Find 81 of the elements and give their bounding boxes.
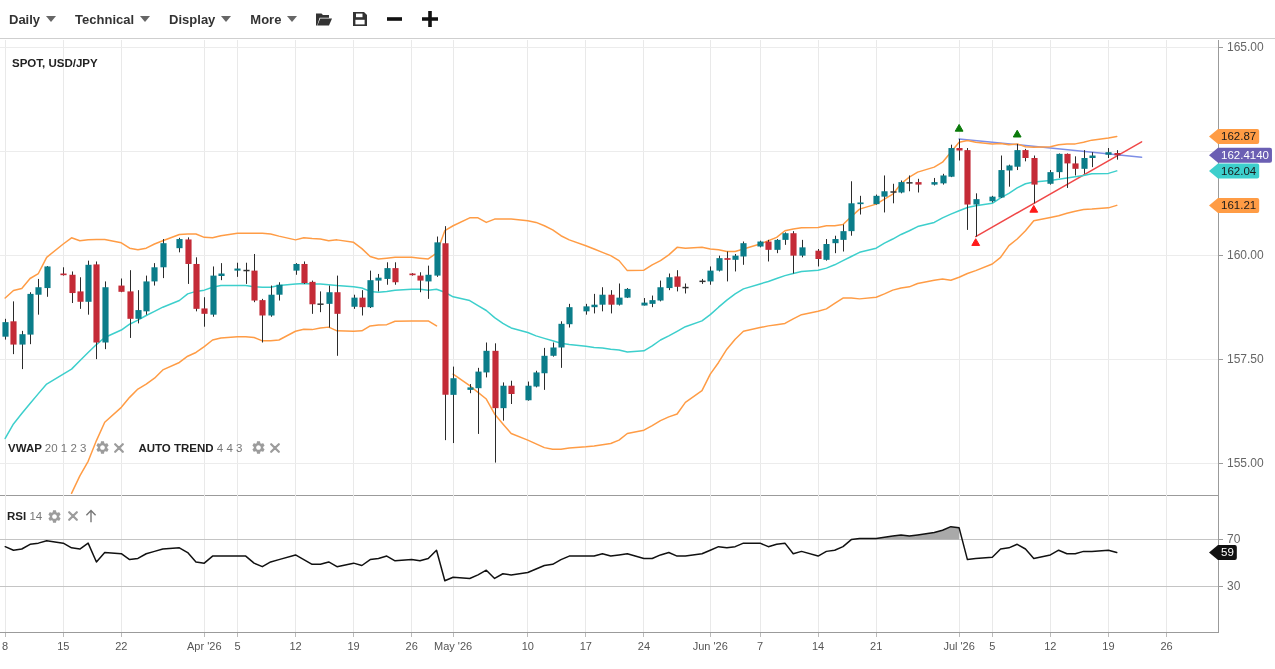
candlestick [500, 381, 507, 422]
text: More [250, 11, 282, 27]
candlestick [616, 283, 623, 307]
candlestick [326, 285, 333, 329]
point [1012, 129, 1022, 138]
candlestick [268, 285, 275, 318]
candlestick [707, 265, 714, 286]
text: SPOT, USD/JPY [12, 57, 98, 69]
x-tick-label: 15 [57, 639, 70, 652]
text: 162.04 [1221, 164, 1257, 177]
x-tick-label: 8 [2, 639, 9, 652]
annotation: VWAP 20 1 2 3 [8, 441, 87, 454]
candlestick [317, 290, 324, 313]
candlestick [151, 262, 158, 287]
x-tick-label: 22 [115, 639, 128, 652]
y-tick-label: 155.00 [1227, 455, 1265, 470]
x-tick-label: 19 [1102, 639, 1115, 652]
y-tick-label: 30 [1227, 579, 1241, 593]
candlestick [1072, 155, 1079, 176]
point [954, 123, 964, 132]
x-tick-label: Jul '26 [943, 639, 975, 652]
y-tick-label: 157.50 [1227, 351, 1265, 366]
y-tick-label: 165.00 [1227, 40, 1265, 55]
candlestick [740, 241, 747, 266]
candlestick [10, 300, 17, 355]
text: RSI 14 [7, 510, 43, 522]
candlestick [890, 183, 897, 204]
candlestick [392, 261, 399, 286]
text: 162.87 [1221, 130, 1257, 143]
candlestick [674, 269, 681, 292]
candlestick [44, 265, 51, 298]
x-tick-label: 21 [870, 639, 883, 652]
candlestick [450, 366, 457, 444]
candlestick [417, 271, 424, 293]
candlestick [1056, 152, 1063, 179]
x-tick-label: 12 [1044, 639, 1057, 652]
x-tick-label: 19 [347, 639, 360, 652]
x-tick-label: 26 [1160, 639, 1173, 652]
x-tick-label: 14 [811, 639, 825, 652]
candlestick [1081, 149, 1088, 175]
x-tick-label: 5 [989, 639, 996, 652]
candlestick [384, 261, 391, 286]
text: Display [169, 11, 216, 27]
candlestick [558, 320, 565, 369]
x-tick-label: 24 [637, 639, 651, 652]
annotation: AUTO TREND 4 4 3 [138, 441, 243, 454]
text: 59 [1221, 546, 1234, 559]
x-tick-label: 26 [405, 639, 418, 652]
candlestick [1064, 152, 1071, 189]
candlestick [790, 230, 797, 275]
x-tick-label: May '26 [434, 639, 473, 652]
candlestick [276, 281, 283, 302]
x-tick-label: 17 [579, 639, 592, 652]
point [1029, 204, 1039, 213]
candlestick [599, 286, 606, 312]
candlestick [425, 265, 432, 300]
x-tick-label: Apr '26 [187, 639, 222, 652]
candlestick [359, 289, 366, 316]
candlestick [334, 275, 341, 357]
text: Daily [9, 11, 41, 27]
x-tick-label: Jun '26 [692, 639, 728, 652]
candlestick [973, 192, 980, 238]
candlestick [508, 380, 515, 405]
text: 162.4140 [1221, 149, 1269, 162]
candlestick [2, 318, 9, 341]
y-tick-label: 70 [1227, 531, 1241, 546]
candlestick [483, 342, 490, 378]
y-tick-label: 160.00 [1227, 247, 1265, 262]
candlestick [566, 303, 573, 329]
candlestick [823, 238, 830, 262]
text: Technical [75, 11, 135, 27]
text: 161.21 [1221, 199, 1257, 212]
point [971, 238, 981, 246]
x-tick-label: 10 [521, 639, 534, 652]
candlestick [857, 195, 864, 216]
candlestick [765, 239, 772, 262]
x-tick-label: 12 [289, 639, 302, 652]
x-tick-label: 7 [756, 639, 764, 652]
candlestick [608, 289, 615, 314]
x-tick-label: 5 [234, 639, 241, 652]
candlestick [724, 251, 731, 282]
